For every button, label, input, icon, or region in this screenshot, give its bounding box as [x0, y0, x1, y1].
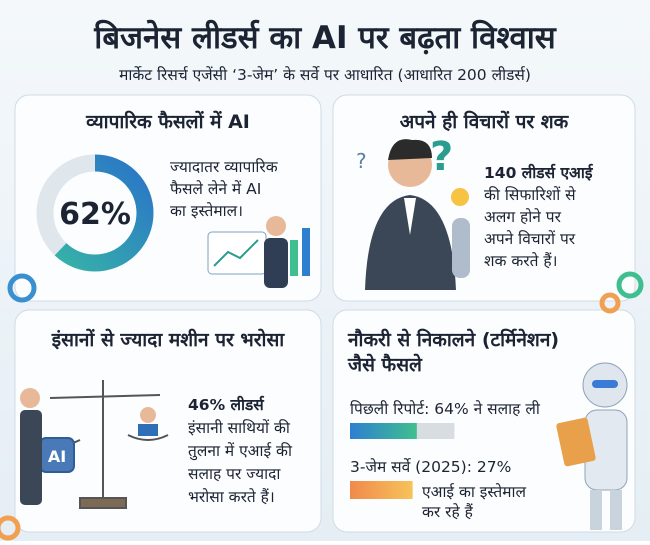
- illustration-thinking-man: ? ?: [356, 134, 470, 290]
- illustration-businessman-chart: [207, 216, 310, 288]
- subtitle: मार्केट रिसर्च एजेंसी ‘3-जेम’ के सर्वे प…: [119, 66, 531, 84]
- panel-text: तुलना में एआई की: [188, 442, 293, 461]
- panel-text: ज्यादातर व्यापारिक: [170, 158, 279, 176]
- donut-label: 62%: [59, 197, 131, 232]
- title: बिजनेस लीडर्स का AI पर बढ़ता विश्वास: [93, 19, 556, 56]
- panel-text: सलाह पर ज्यादा: [188, 465, 281, 483]
- panel-text: शक करते हैं।: [484, 252, 557, 270]
- panel-text: फैसले लेने में AI: [170, 180, 261, 198]
- gears: [0, 271, 644, 541]
- panel-title: जैसे फैसले: [347, 353, 423, 376]
- panel-text: इंसानी साथियों की: [188, 419, 291, 437]
- illustration-robot: [556, 362, 628, 530]
- bar-note: एआई का इस्तेमाल: [422, 483, 527, 501]
- bar-label: पिछली रिपोर्ट: 64% ने सलाह ली: [350, 400, 541, 418]
- panel-title: नौकरी से निकालने (टर्मिनेशन): [347, 328, 559, 351]
- panel-text: अपने विचारों पर: [484, 230, 576, 248]
- svg-text:?: ?: [356, 149, 367, 173]
- bar-label: 3-जेम सर्वे (2025): 27%: [350, 458, 511, 476]
- panel-title: अपने ही विचारों पर शक: [400, 110, 570, 133]
- panel-text: 140 लीडर्स एआई: [484, 163, 594, 182]
- bar: [350, 481, 413, 499]
- bar-note: कर रहे हैं: [422, 503, 474, 521]
- panel-title: व्यापारिक फैसलों में AI: [85, 110, 250, 133]
- panel-text: भरोसा करते हैं।: [188, 488, 275, 506]
- bar: [350, 423, 417, 439]
- panel-text: का इस्तेमाल।: [170, 202, 243, 220]
- svg-text:?: ?: [430, 134, 453, 180]
- panel-text: 46% लीडर्स: [188, 395, 265, 414]
- badge: AI: [48, 447, 66, 466]
- donut-arc: [36, 154, 154, 272]
- panel-text: की सिफारिशों से: [484, 186, 576, 204]
- illustration-scale: [20, 380, 169, 509]
- panel-text: अलग होने पर: [484, 208, 562, 226]
- panel-title: इंसानों से ज्यादा मशीन पर भरोसा: [51, 328, 286, 351]
